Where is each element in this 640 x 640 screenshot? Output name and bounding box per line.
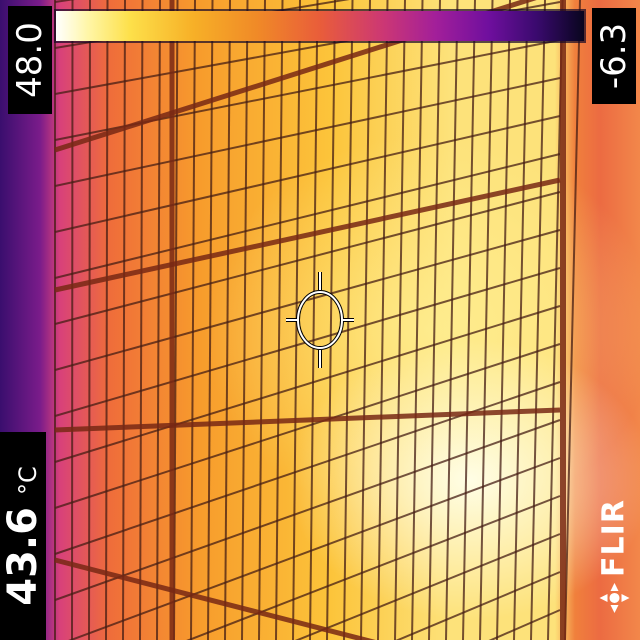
panel-cell-line xyxy=(496,0,511,640)
panel-row-line xyxy=(54,115,561,233)
scale-max-label: 48.0 xyxy=(8,6,52,114)
panel-cell-line xyxy=(513,0,529,640)
panel-cell-line xyxy=(428,0,441,640)
panel-cell-line xyxy=(564,0,581,640)
panel-row-line xyxy=(54,229,561,371)
panel-row-line xyxy=(54,153,561,279)
panel-cell-line xyxy=(139,0,144,640)
temperature-unit: °C xyxy=(14,466,42,496)
panel-cell-line xyxy=(394,0,406,640)
spot-temperature-value: 43.6 xyxy=(0,507,46,606)
panel-cell-line xyxy=(224,0,231,640)
flir-logo: FLIR xyxy=(594,480,634,632)
panel-row-line xyxy=(54,77,561,187)
panel-cell-line xyxy=(241,0,249,640)
panel-cell-line xyxy=(88,0,91,640)
panel-frame-gap xyxy=(54,557,376,640)
panel-cell-line xyxy=(445,0,459,640)
panel-row-line xyxy=(294,533,561,640)
flir-logo-mark-icon xyxy=(599,582,629,613)
panel-cell-line xyxy=(122,0,126,640)
panel-cell-line xyxy=(190,0,196,640)
panel-cell-line xyxy=(207,0,214,640)
panel-row-line xyxy=(54,305,561,463)
scale-max-value: 48.0 xyxy=(10,22,51,98)
panel-cell-line xyxy=(530,0,546,640)
panel-cell-line xyxy=(258,0,266,640)
temperature-color-scale-bar xyxy=(56,11,584,41)
panel-cell-line xyxy=(411,0,424,640)
scale-min-value: -6.3 xyxy=(594,22,634,90)
panel-row-line xyxy=(186,495,561,640)
panel-row-line xyxy=(68,457,561,640)
panel-row-line xyxy=(54,343,561,509)
panel-cell-line xyxy=(156,0,161,640)
panel-cell-line xyxy=(479,0,494,640)
panel-row-line xyxy=(395,571,561,640)
panel-cell-line xyxy=(173,0,179,640)
panel-frame-gap xyxy=(54,407,561,433)
panel-row-line xyxy=(54,419,561,601)
flir-logo-text: FLIR xyxy=(596,499,632,577)
panel-row-line xyxy=(54,0,76,3)
panel-cell-line xyxy=(275,0,284,640)
panel-frame-gap xyxy=(54,177,561,293)
scale-min-label: -6.3 xyxy=(592,8,636,104)
panel-cell-line xyxy=(105,0,109,640)
spot-temperature-readout: 43.6 °C xyxy=(0,432,46,640)
spot-meter-crosshair-icon xyxy=(286,272,354,368)
panel-row-line xyxy=(54,381,561,555)
panel-cell-line xyxy=(326,0,336,640)
panel-cell-line xyxy=(360,0,371,640)
panel-row-line xyxy=(54,191,561,325)
panel-cell-line xyxy=(309,0,319,640)
